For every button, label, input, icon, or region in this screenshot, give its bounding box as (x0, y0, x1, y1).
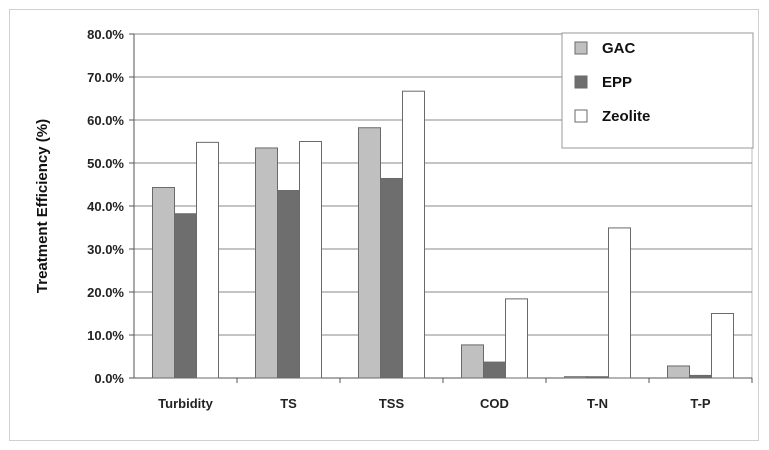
y-axis-ticks: 0.0% 10.0% 20.0% 30.0% 40.0% 50.0% 60.0% 70.0% 8… (87, 27, 134, 386)
y-tick-label: 0.0% (94, 371, 124, 386)
x-tick-label: TSS (379, 396, 405, 411)
y-tick-label: 30.0% (87, 242, 124, 257)
y-tick-label: 70.0% (87, 70, 124, 85)
bar-gac-turbidity (152, 187, 175, 379)
bar-zeolite-ts (299, 141, 322, 379)
legend-label-gac: GAC (602, 40, 636, 57)
y-axis-label: Treatment Efficiency (%) (34, 119, 51, 293)
bar-zeolite-tss (402, 90, 425, 379)
y-tick-label: 50.0% (87, 156, 124, 171)
y-tick-label: 10.0% (87, 328, 124, 343)
bar-epp-t-n (586, 376, 609, 379)
x-tick-label: COD (480, 396, 509, 411)
bar-epp-turbidity (174, 213, 197, 379)
y-tick-label: 40.0% (87, 199, 124, 214)
bar-gac-t-n (564, 376, 587, 379)
legend-swatch-epp (574, 75, 588, 89)
x-tick-label: Turbidity (158, 396, 213, 411)
legend-swatch-gac (574, 41, 588, 55)
bar-epp-cod (483, 361, 506, 379)
x-tick-label: T-N (587, 396, 608, 411)
legend-label-zeolite: Zeolite (602, 108, 650, 125)
bar-zeolite-t-p (711, 313, 734, 379)
y-tick-label: 20.0% (87, 285, 124, 300)
legend: GAC EPP Zeolite (561, 32, 754, 149)
bar-gac-tss (358, 127, 381, 379)
bar-epp-ts (277, 190, 300, 379)
bar-zeolite-cod (505, 298, 528, 379)
bar-gac-t-p (667, 365, 690, 379)
legend-swatch-zeolite (574, 109, 588, 123)
x-axis-ticks: Turbidity TS TSS COD T-N T-P (158, 378, 753, 411)
bar-zeolite-turbidity (196, 141, 219, 379)
bar-zeolite-t-n (608, 227, 631, 379)
bar-epp-t-p (689, 374, 712, 379)
x-tick-label: TS (280, 396, 297, 411)
bars (152, 90, 734, 379)
x-tick-label: T-P (690, 396, 711, 411)
y-tick-label: 60.0% (87, 113, 124, 128)
y-tick-label: 80.0% (87, 27, 124, 42)
bar-epp-tss (380, 177, 403, 379)
bar-gac-ts (255, 147, 278, 379)
legend-label-epp: EPP (602, 74, 632, 91)
bar-gac-cod (461, 344, 484, 379)
